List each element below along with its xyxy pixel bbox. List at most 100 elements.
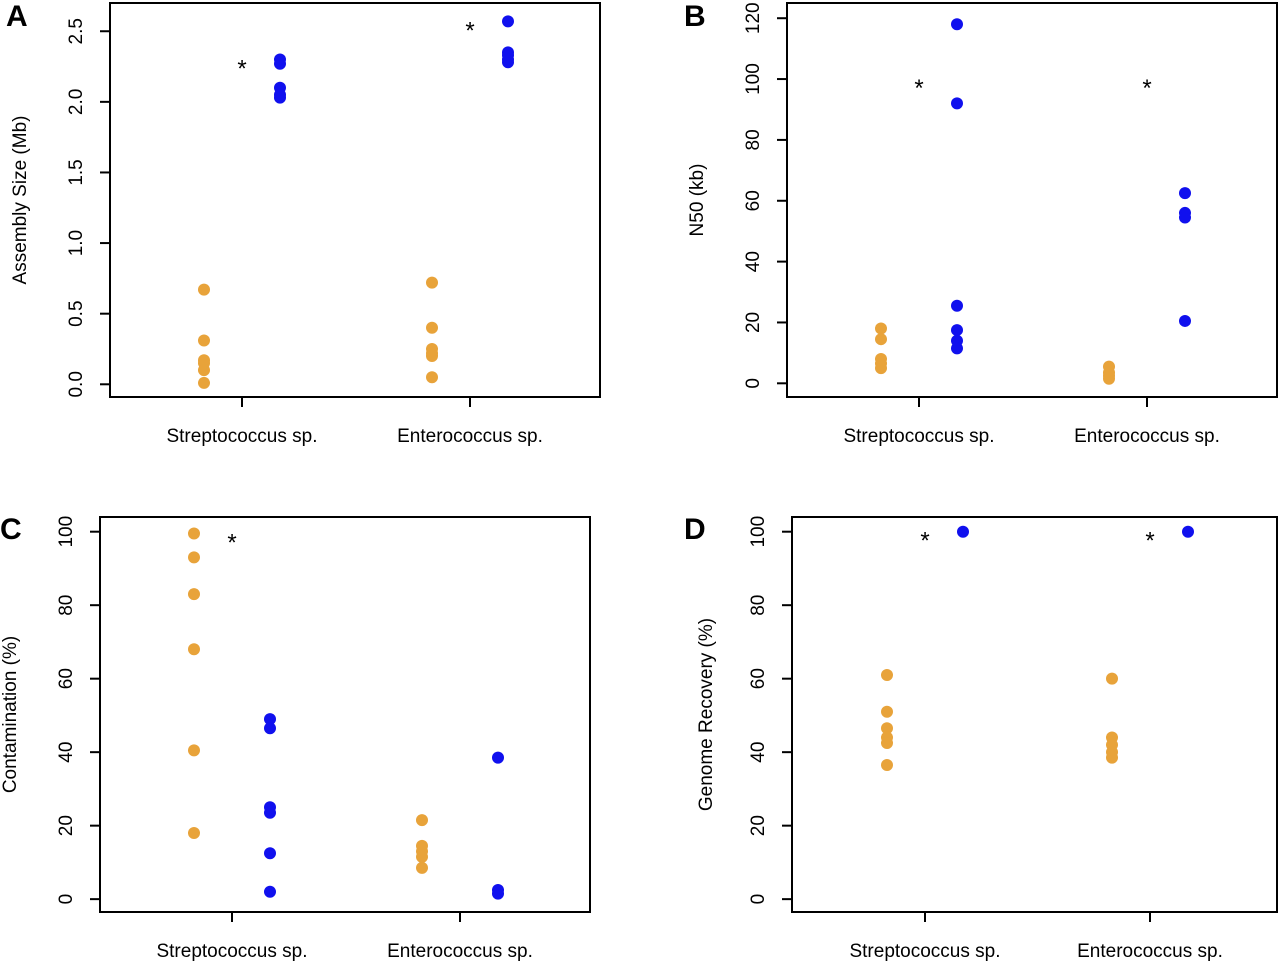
y-tick-label: 40 — [748, 742, 769, 763]
significance-star: * — [465, 17, 474, 44]
y-tick-label: 20 — [748, 815, 769, 836]
y-tick-label: 60 — [56, 668, 77, 689]
y-tick-label: 0 — [748, 894, 769, 905]
group1-point — [426, 350, 438, 363]
y-tick-label: 100 — [743, 63, 764, 95]
x-category-label: Enterococcus sp. — [1077, 941, 1223, 962]
group2-point — [492, 751, 504, 764]
y-tick-label: 100 — [56, 516, 77, 548]
plot-frame — [791, 516, 1278, 913]
y-tick-label: 20 — [56, 815, 77, 836]
panel-label: C — [0, 513, 22, 546]
group2-point — [1179, 211, 1191, 224]
group1-point — [188, 827, 200, 839]
group1-point — [1106, 751, 1118, 764]
y-tick-label: 1.0 — [66, 230, 87, 256]
group1-point — [1103, 372, 1115, 385]
y-tick-label: 100 — [748, 516, 769, 548]
group2-point — [264, 713, 276, 726]
group2-point — [951, 299, 963, 312]
group1-point — [875, 362, 887, 375]
group1-point — [416, 850, 428, 863]
y-tick-label: 0.5 — [66, 300, 87, 326]
x-category-label: Streptococcus sp. — [166, 426, 317, 447]
group2-point — [1179, 314, 1191, 327]
y-tick-label: 80 — [748, 595, 769, 616]
y-tick-label: 40 — [56, 742, 77, 763]
group1-point — [875, 322, 887, 335]
group1-point — [426, 371, 438, 384]
y-tick-label: 0 — [56, 894, 77, 905]
group2-point — [492, 887, 504, 900]
significance-star: * — [914, 75, 923, 102]
y-tick-label: 120 — [743, 2, 764, 34]
x-category-label: Enterococcus sp. — [1074, 426, 1220, 447]
x-category-label: Enterococcus sp. — [397, 426, 543, 447]
y-tick-label: 0 — [743, 378, 764, 389]
group1-point — [1106, 672, 1118, 685]
group1-point — [426, 276, 438, 289]
group2-point — [951, 18, 963, 31]
group2-point — [264, 722, 276, 735]
y-axis-title: Contamination (%) — [0, 636, 21, 793]
plot-frame — [109, 2, 601, 398]
y-axis-title: Assembly Size (Mb) — [10, 116, 31, 285]
group2-point — [1179, 187, 1191, 200]
group2-point — [1182, 525, 1194, 538]
group2-point — [951, 97, 963, 110]
group1-point — [881, 736, 893, 749]
group1-point — [198, 283, 210, 296]
group1-point — [875, 333, 887, 346]
group2-point — [502, 56, 514, 69]
panel-label: B — [684, 0, 706, 33]
group2-point — [264, 806, 276, 819]
y-tick-label: 60 — [748, 668, 769, 689]
y-tick-label: 60 — [743, 190, 764, 211]
group1-point — [198, 334, 210, 347]
significance-star: * — [237, 55, 246, 82]
panel-d: D 0 20 40 60 80 100 Genome Recovery (%) Streptoc… — [684, 513, 1278, 962]
group2-point — [502, 15, 514, 28]
y-tick-label: 20 — [743, 312, 764, 333]
y-tick-label: 40 — [743, 251, 764, 272]
y-tick-label: 2.0 — [66, 89, 87, 115]
x-category-label: Streptococcus sp. — [849, 941, 1000, 962]
group2-point — [274, 57, 286, 70]
plot-frame — [99, 516, 591, 913]
group1-point — [416, 861, 428, 874]
y-tick-label: 2.5 — [66, 18, 87, 44]
plot-frame — [786, 2, 1278, 398]
y-tick-label: 80 — [56, 595, 77, 616]
group2-point — [957, 525, 969, 538]
group1-point — [188, 744, 200, 757]
group1-point — [188, 588, 200, 601]
panel-a: A 0.0 0.5 1.0 1.5 2.0 2.5 Assembly Size (Mb) Str… — [6, 0, 601, 447]
group1-point — [188, 527, 200, 540]
group1-point — [881, 722, 893, 735]
group1-point — [881, 705, 893, 718]
x-category-label: Streptococcus sp. — [156, 941, 307, 962]
group1-point — [416, 814, 428, 827]
group1-point — [881, 669, 893, 681]
group1-point — [198, 364, 210, 377]
group1-point — [198, 376, 210, 389]
group2-point — [264, 885, 276, 898]
panel-b: B 0 20 40 60 80 100 120 N50 (kb) Streptococcus sp… — [684, 0, 1278, 447]
y-tick-label: 1.5 — [66, 159, 87, 185]
significance-star: * — [920, 528, 929, 555]
x-category-label: Streptococcus sp. — [843, 426, 994, 447]
y-axis-title: N50 (kb) — [687, 164, 708, 237]
y-tick-label: 0.0 — [66, 371, 87, 397]
panel-c: C 0 20 40 60 80 100 Contamination (%) Streptococ… — [0, 513, 591, 962]
y-tick-label: 80 — [743, 129, 764, 150]
significance-star: * — [1142, 75, 1151, 102]
group2-point — [951, 342, 963, 355]
panel-label: D — [684, 513, 706, 546]
y-axis-title: Genome Recovery (%) — [696, 618, 717, 811]
group1-point — [426, 321, 438, 334]
group2-point — [264, 847, 276, 860]
x-category-label: Enterococcus sp. — [387, 941, 533, 962]
significance-star: * — [227, 530, 236, 557]
group1-point — [881, 759, 893, 772]
